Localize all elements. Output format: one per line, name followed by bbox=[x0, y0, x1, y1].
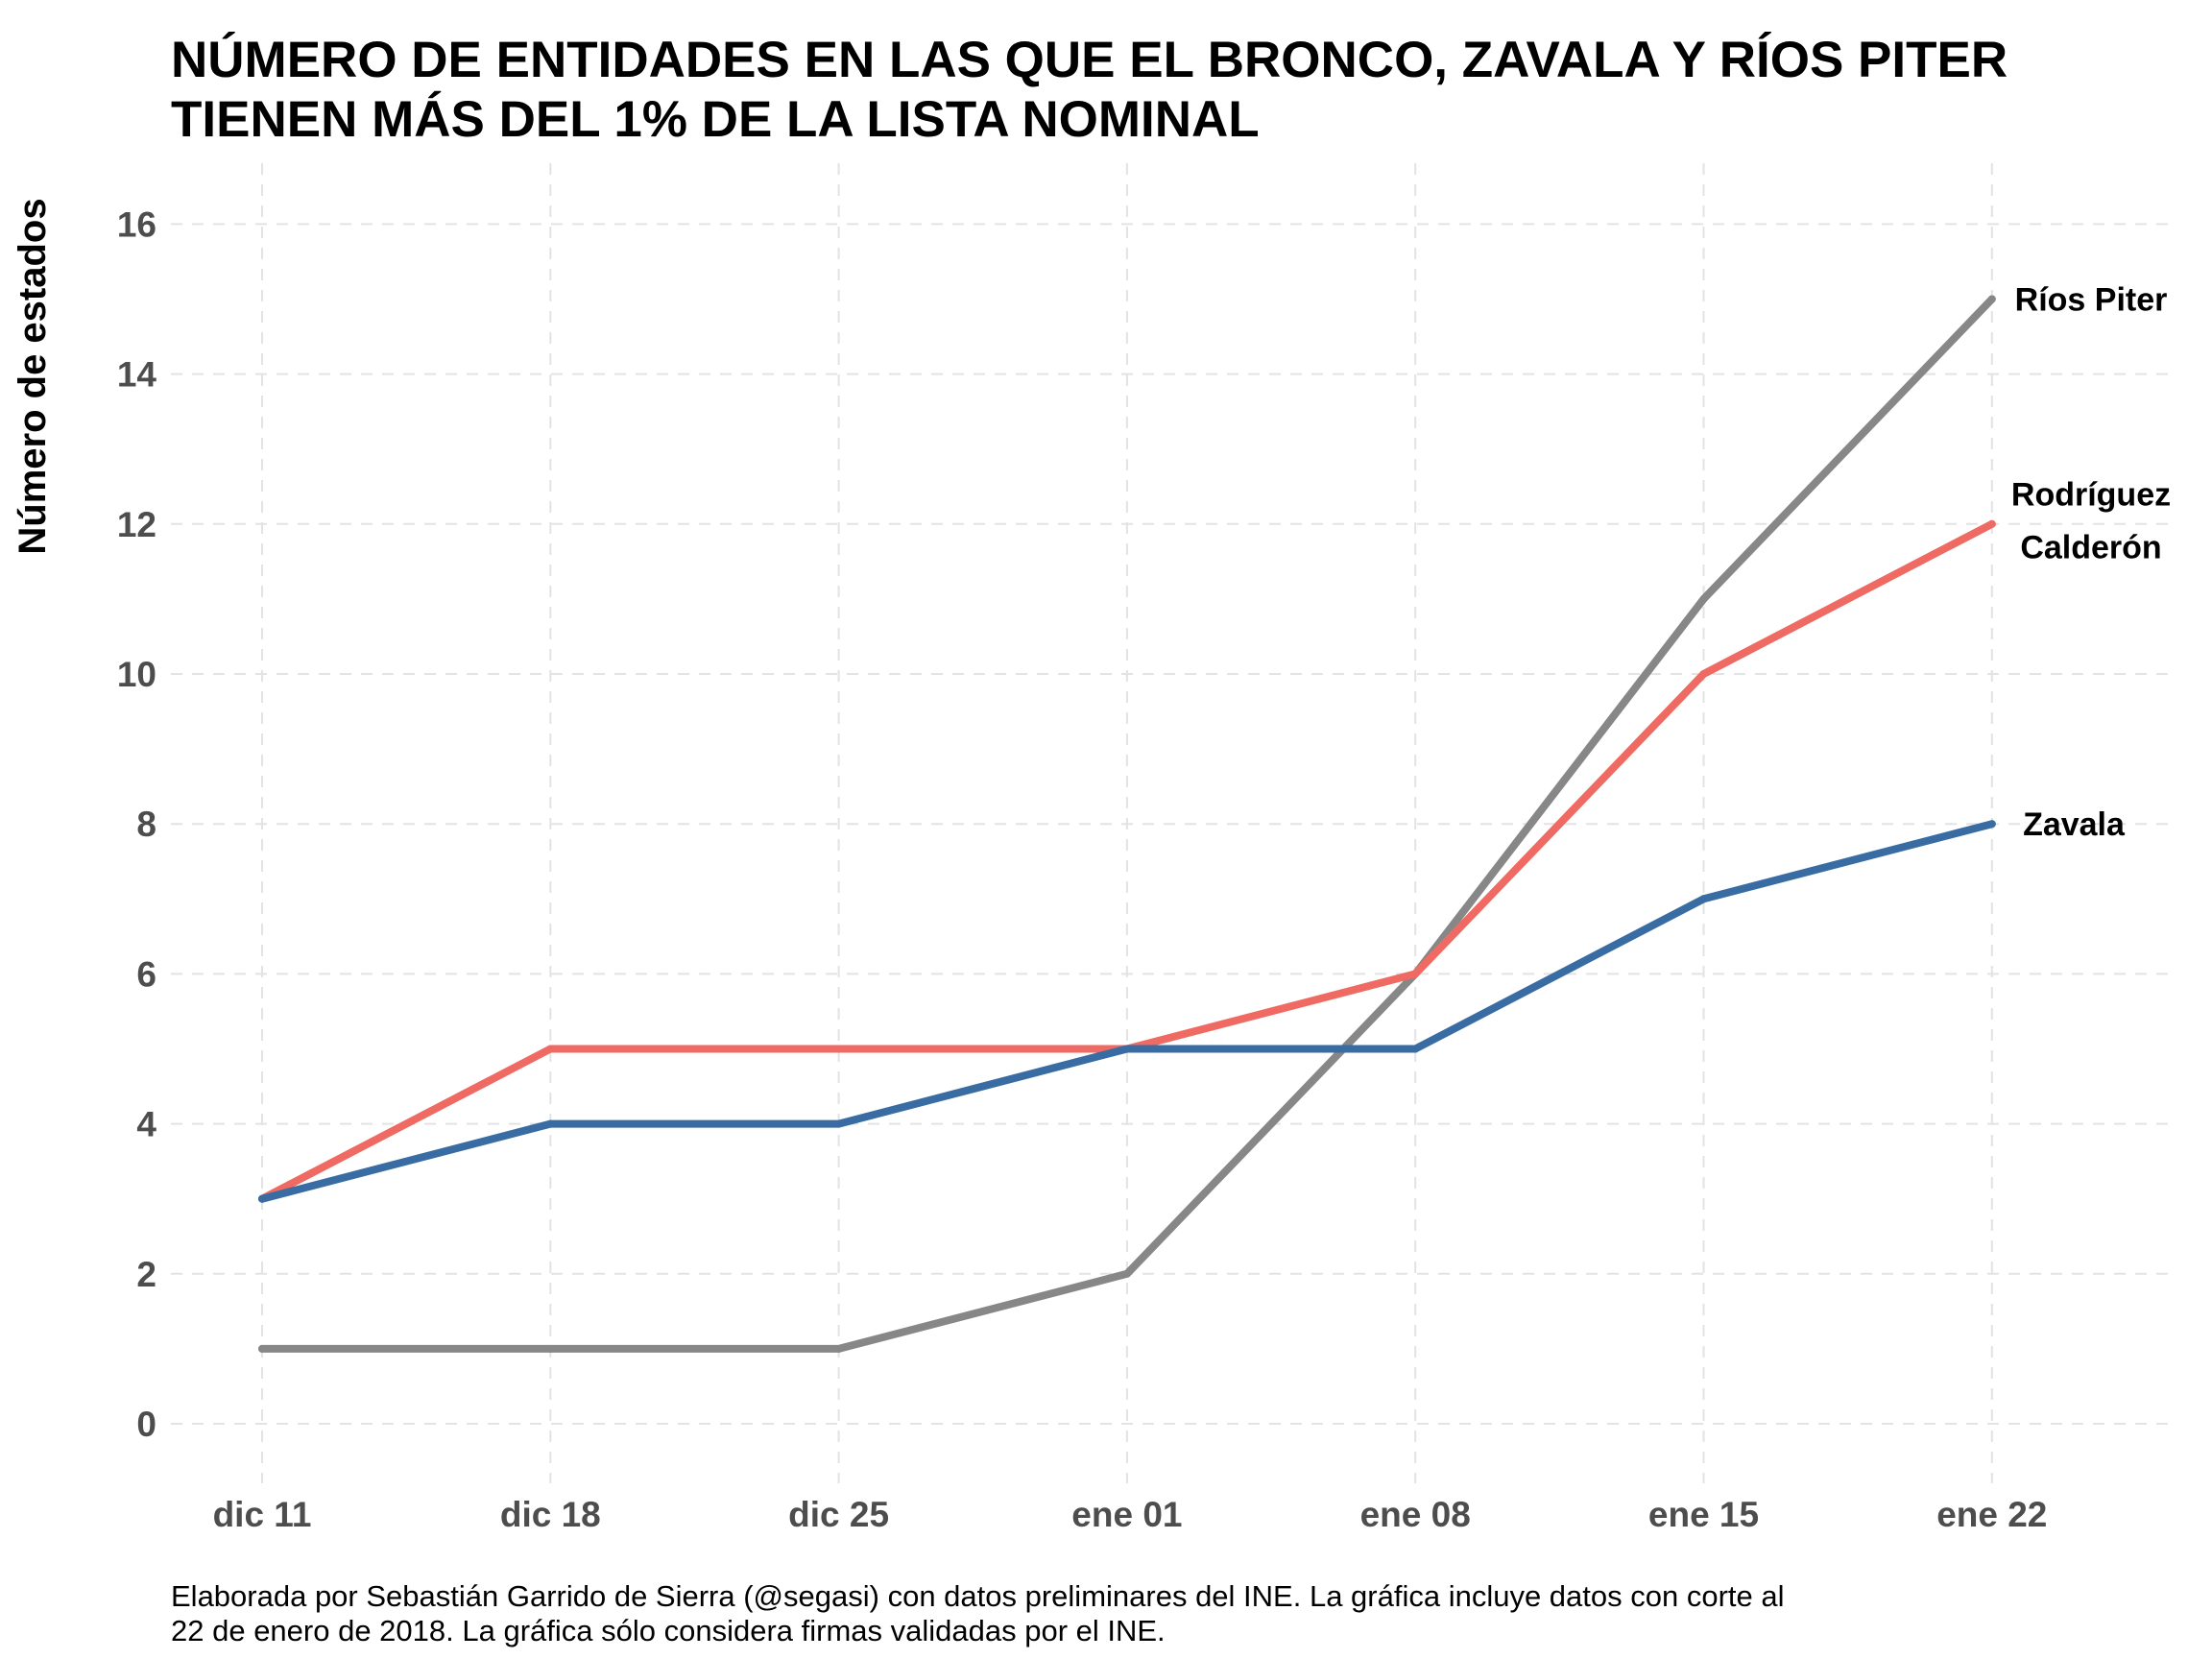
x-tick-label: ene 22 bbox=[1936, 1495, 2047, 1534]
series-point bbox=[1987, 295, 1996, 303]
series-point bbox=[258, 1194, 266, 1203]
x-tick-label: dic 18 bbox=[500, 1495, 601, 1534]
y-tick-label: 16 bbox=[117, 204, 156, 244]
series-point bbox=[546, 1119, 555, 1128]
y-tick-label: 0 bbox=[136, 1405, 156, 1444]
y-tick-label: 10 bbox=[117, 655, 156, 694]
series-point bbox=[1411, 970, 1420, 978]
x-tick-labels: dic 11 dic 18 dic 25 ene 01 ene 08 ene 15 ene … bbox=[213, 1495, 2048, 1534]
caption-line-1: Elaborada por Sebastián Garrido de Sierr… bbox=[171, 1579, 1785, 1613]
x-tick-label: ene 08 bbox=[1360, 1495, 1471, 1534]
chart-title: NÚMERO DE ENTIDADES EN LAS QUE EL BRONCO… bbox=[171, 31, 2149, 150]
series-point bbox=[546, 1344, 555, 1353]
x-tick-label: dic 25 bbox=[788, 1495, 889, 1534]
series-point bbox=[546, 1045, 555, 1053]
series-point bbox=[1411, 1045, 1420, 1053]
series-labels: Ríos Piter Rodríguez Calderón Zavala bbox=[2011, 282, 2171, 844]
series-point bbox=[834, 1119, 843, 1128]
series-point bbox=[1699, 594, 1708, 603]
chart-title-line-1: NÚMERO DE ENTIDADES EN LAS QUE EL BRONCO… bbox=[171, 32, 2008, 88]
x-tick-label: ene 01 bbox=[1071, 1495, 1182, 1534]
series-end-label: Zavala bbox=[2023, 806, 2126, 843]
x-tick-label: dic 11 bbox=[213, 1495, 312, 1534]
y-tick-label: 8 bbox=[136, 805, 156, 844]
series-end-label: Calderón bbox=[2020, 529, 2161, 565]
series-point bbox=[1987, 519, 1996, 528]
y-tick-label: 12 bbox=[117, 505, 156, 544]
horizontal-gridlines bbox=[171, 223, 2175, 1425]
series-point bbox=[1122, 1045, 1131, 1053]
series-point bbox=[1987, 820, 1996, 829]
series-point bbox=[258, 1344, 266, 1353]
y-tick-label: 2 bbox=[136, 1255, 156, 1294]
x-tick-label: ene 15 bbox=[1648, 1495, 1759, 1534]
series-end-label: Ríos Piter bbox=[2015, 282, 2168, 319]
series-point bbox=[834, 1045, 843, 1053]
y-tick-label: 14 bbox=[117, 355, 157, 395]
y-axis-label: Número de estados bbox=[12, 198, 54, 554]
chart-title-line-2: TIENEN MÁS DEL 1% DE LA LISTA NOMINAL bbox=[171, 91, 1260, 148]
series-point bbox=[1699, 895, 1708, 903]
y-tick-label: 4 bbox=[136, 1105, 156, 1144]
y-tick-label: 6 bbox=[136, 954, 156, 994]
series-point bbox=[1699, 670, 1708, 678]
y-tick-labels: 0 2 4 6 8 10 12 14 16 bbox=[117, 204, 157, 1444]
series-point bbox=[1122, 1269, 1131, 1278]
caption-line-2: 22 de enero de 2018. La gráfica sólo con… bbox=[171, 1614, 1166, 1647]
series-lines bbox=[258, 295, 1996, 1353]
series-end-label: Rodríguez bbox=[2011, 476, 2171, 513]
chart-caption: Elaborada por Sebastián Garrido de Sierr… bbox=[171, 1579, 2091, 1648]
series-point bbox=[834, 1344, 843, 1353]
